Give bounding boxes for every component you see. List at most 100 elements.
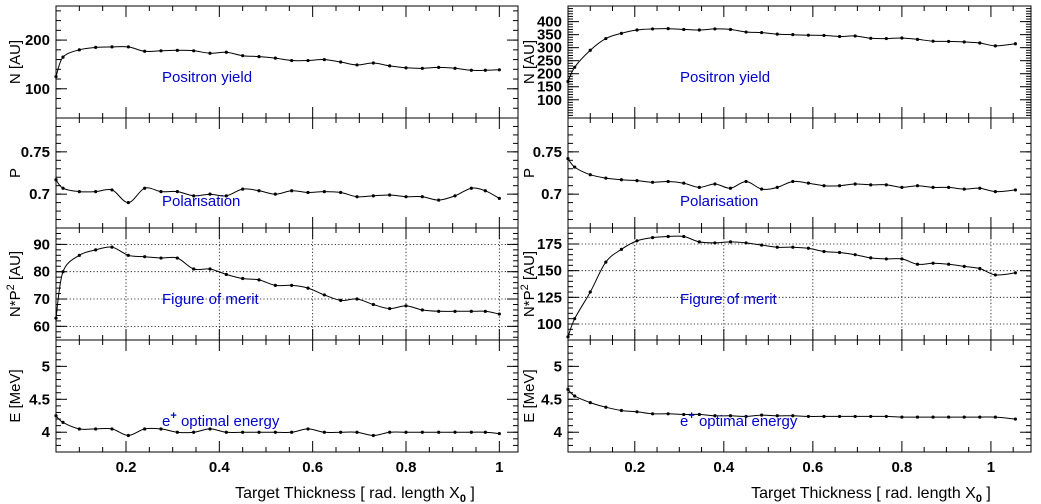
data-point [931, 415, 935, 419]
data-point [666, 234, 670, 239]
data-point [1013, 271, 1018, 275]
data-point [175, 430, 179, 434]
data-point [126, 45, 130, 49]
data-point [962, 187, 966, 191]
y-axis-label: N [AU] [7, 40, 24, 84]
data-point [388, 64, 392, 68]
data-point [257, 278, 261, 282]
data-point [355, 63, 359, 67]
y-tick-label: 80 [33, 264, 50, 281]
data-point [159, 256, 163, 260]
data-point [273, 56, 277, 60]
data-point [573, 394, 577, 398]
data-point [619, 31, 624, 35]
series-line [55, 46, 500, 77]
data-point [760, 187, 764, 191]
data-point [290, 283, 294, 287]
x-tick-label: 0.2 [624, 459, 645, 476]
y-axis-label: N [AU] [521, 40, 538, 84]
data-point [837, 250, 842, 255]
data-point [697, 28, 701, 32]
data-point [94, 190, 98, 194]
data-point [993, 190, 997, 194]
data-point [257, 430, 261, 434]
data-point [915, 37, 920, 41]
data-point [697, 412, 701, 417]
y-tick-label: 4.5 [541, 391, 562, 408]
data-point [682, 234, 686, 239]
data-point [566, 387, 570, 392]
y-tick-label: 250 [537, 53, 562, 70]
data-point [54, 178, 58, 182]
data-point [420, 430, 424, 434]
data-point [884, 257, 888, 261]
series-line [55, 179, 500, 204]
data-point [61, 186, 65, 190]
data-point [483, 68, 487, 72]
panel-frame [55, 5, 519, 119]
panel-right-2: 0.7 0.75 P Polarisation [521, 117, 1032, 229]
data-point [931, 39, 935, 43]
data-point [650, 236, 655, 240]
data-point [388, 193, 392, 197]
data-point [853, 182, 857, 186]
data-point [962, 415, 966, 419]
data-point [837, 34, 842, 39]
data-point [666, 27, 670, 31]
data-point [650, 180, 655, 184]
data-point [566, 157, 570, 161]
data-point [728, 414, 733, 418]
data-point [962, 40, 966, 44]
data-point [869, 256, 873, 260]
panel-annotation: Polarisation [680, 193, 758, 210]
panel-annotation: Figure of merit [680, 291, 778, 308]
y-axis-label: P [521, 168, 538, 178]
data-point [77, 253, 81, 257]
data-point [290, 189, 294, 193]
y-tick-label: 200 [537, 66, 562, 83]
data-point [54, 75, 58, 79]
data-point [224, 430, 228, 434]
data-point [257, 189, 261, 193]
data-point [175, 48, 179, 52]
y-tick-label: 150 [537, 263, 562, 280]
data-point [94, 248, 98, 252]
data-point [322, 293, 326, 297]
data-point [604, 176, 608, 180]
data-point [931, 261, 935, 265]
data-point [744, 414, 748, 419]
data-point [159, 190, 163, 194]
data-point [900, 185, 904, 189]
data-point [760, 30, 764, 35]
data-point [713, 182, 717, 186]
series-line [55, 246, 500, 319]
data-point [697, 240, 701, 244]
data-point [978, 186, 982, 190]
panel-left-4: 4 4.5 5 E [MeV] e+ optimal energy [7, 339, 519, 453]
x-axis-label: Target Thickness [ rad. length X0 ] [235, 485, 475, 504]
data-point [900, 257, 904, 261]
data-point [208, 192, 212, 196]
data-point [110, 188, 114, 192]
x-axis-label: Target Thickness [ rad. length X0 ] [751, 485, 991, 504]
data-point [322, 430, 326, 434]
data-point [339, 190, 343, 195]
data-point [619, 247, 624, 251]
y-axis-label: E [MeV] [7, 369, 24, 422]
x-tick-label: 0.2 [116, 459, 137, 476]
data-point [588, 290, 592, 294]
y-tick-label: 0.75 [533, 144, 562, 161]
data-point [869, 183, 873, 187]
y-tick-label: 4 [42, 424, 51, 441]
data-point [355, 195, 359, 199]
data-point [175, 256, 179, 260]
data-point [728, 27, 733, 32]
data-point [54, 316, 58, 320]
data-point [682, 27, 686, 32]
data-point [306, 190, 310, 195]
data-point [869, 36, 873, 40]
data-point [822, 184, 826, 188]
y-tick-label: 5 [554, 358, 562, 375]
